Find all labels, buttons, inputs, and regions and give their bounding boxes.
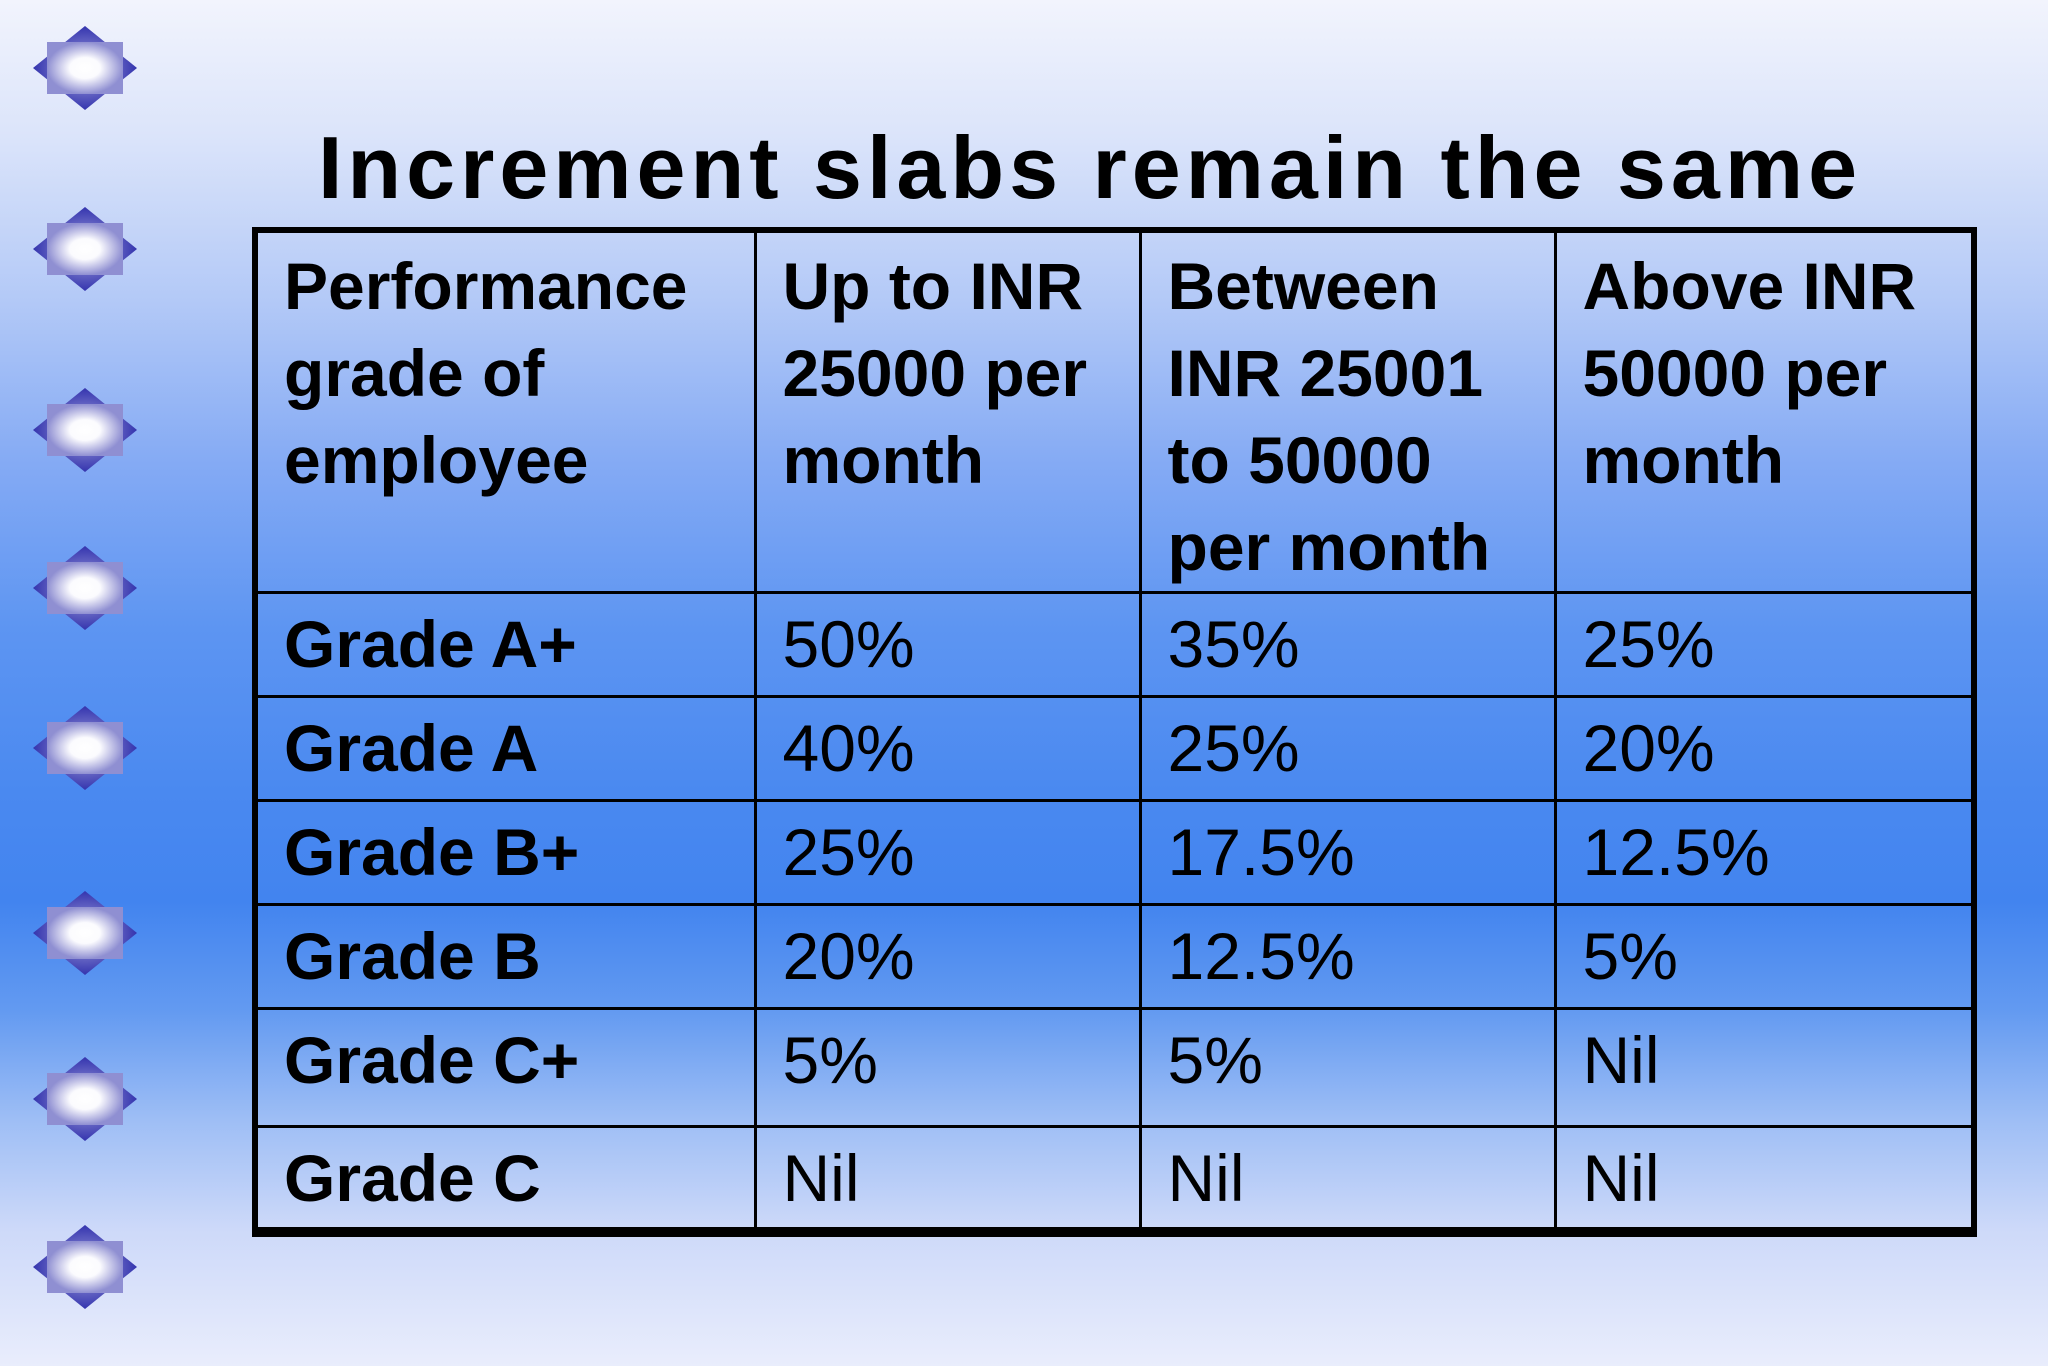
column-header-grade: Performance grade of employee	[253, 228, 757, 594]
table-row: Grade B 20% 12.5% 5%	[253, 903, 1976, 1010]
value-cell: 35%	[1138, 591, 1557, 698]
column-header-25001-50000: Between INR 25001 to 50000 per month	[1138, 228, 1557, 594]
value-cell: 50%	[753, 591, 1142, 698]
star-icon	[33, 891, 137, 975]
table-header-row: Performance grade of employee Up to INR …	[253, 228, 1976, 594]
value-cell: Nil	[1138, 1125, 1557, 1233]
star-icon	[33, 207, 137, 291]
value-cell: 12.5%	[1553, 799, 1976, 906]
value-cell: 5%	[1138, 1007, 1557, 1128]
table-row: Grade B+ 25% 17.5% 12.5%	[253, 799, 1976, 906]
value-cell: 25%	[1138, 695, 1557, 802]
star-icon	[33, 26, 137, 110]
star-icon	[33, 1225, 137, 1309]
grade-cell: Grade A+	[253, 591, 757, 698]
table-row: Grade A+ 50% 35% 25%	[253, 591, 1976, 698]
page-title: Increment slabs remain the same	[317, 118, 1863, 217]
value-cell: 25%	[1553, 591, 1976, 698]
table-row: Grade C+ 5% 5% Nil	[253, 1007, 1976, 1128]
value-cell: Nil	[1553, 1125, 1976, 1233]
increment-table: Performance grade of employee Up to INR …	[252, 227, 1977, 1237]
star-icon	[33, 388, 137, 472]
value-cell: 12.5%	[1138, 903, 1557, 1010]
grade-cell: Grade A	[253, 695, 757, 802]
column-header-upto-25000: Up to INR 25000 per month	[753, 228, 1142, 594]
table-row: Grade C Nil Nil Nil	[253, 1125, 1976, 1233]
column-header-above-50000: Above INR 50000 per month	[1553, 228, 1976, 594]
value-cell: 5%	[1553, 903, 1976, 1010]
value-cell: 25%	[753, 799, 1142, 906]
grade-cell: Grade C+	[253, 1007, 757, 1128]
star-icon	[33, 1057, 137, 1141]
value-cell: 20%	[753, 903, 1142, 1010]
value-cell: 17.5%	[1138, 799, 1557, 906]
value-cell: 20%	[1553, 695, 1976, 802]
value-cell: Nil	[1553, 1007, 1976, 1128]
decoration-star-column	[0, 0, 180, 1366]
value-cell: 5%	[753, 1007, 1142, 1128]
grade-cell: Grade B+	[253, 799, 757, 906]
value-cell: Nil	[753, 1125, 1142, 1233]
grade-cell: Grade B	[253, 903, 757, 1010]
table-row: Grade A 40% 25% 20%	[253, 695, 1976, 802]
value-cell: 40%	[753, 695, 1142, 802]
grade-cell: Grade C	[253, 1125, 757, 1233]
star-icon	[33, 706, 137, 790]
star-icon	[33, 546, 137, 630]
